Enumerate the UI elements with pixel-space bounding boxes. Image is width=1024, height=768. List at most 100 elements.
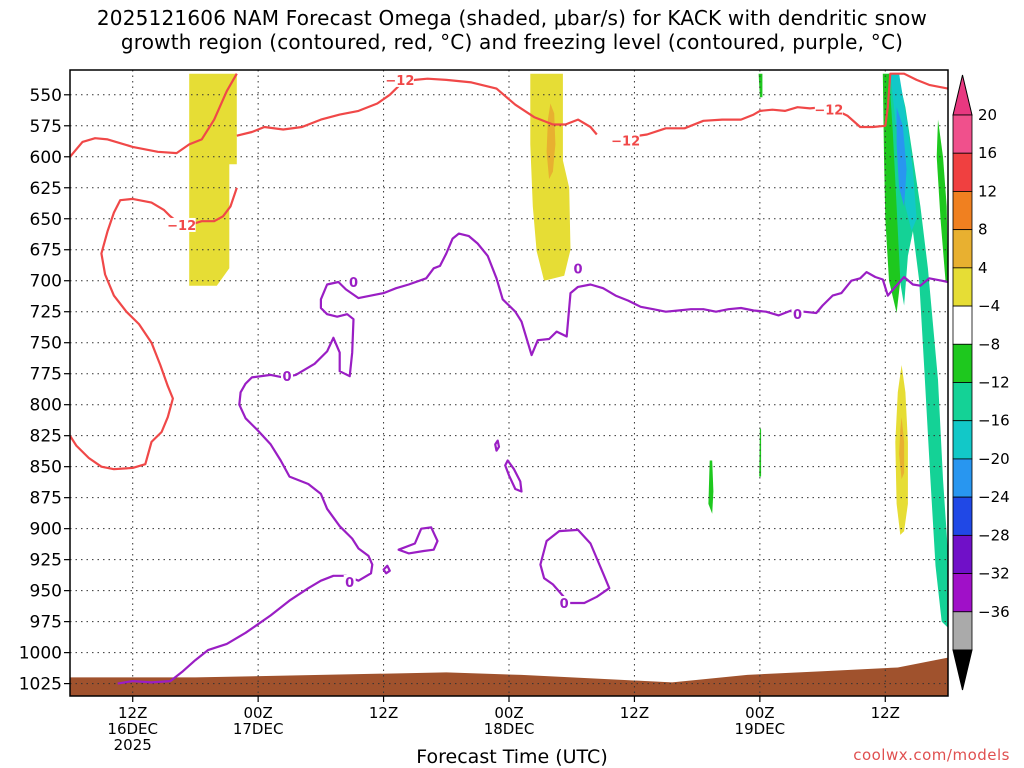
y-tick-label: 750: [30, 334, 62, 354]
y-tick-label: 800: [30, 396, 62, 416]
contour-label: −12: [167, 219, 196, 234]
colorbar-label: −24: [978, 488, 1010, 506]
chart-title-line-1: 2025121606 NAM Forecast Omega (shaded, μ…: [96, 6, 928, 30]
colorbar-swatch: [952, 611, 973, 651]
x-tick-label: 2025: [114, 736, 152, 754]
colorbar-label: −16: [978, 412, 1010, 430]
contour-freezing-level-0C-blob-5: [382, 564, 391, 575]
colorbar-max-cap: [952, 74, 973, 116]
contour-freezing-level-0C-blob-3: [539, 528, 611, 605]
chart-title-line-2: growth region (contoured, red, °C) and f…: [120, 30, 904, 54]
shade-surface-ground: [70, 657, 948, 696]
contour-dendritic-minus12-upper-3: [621, 72, 948, 140]
x-tick-label: 19DEC: [735, 720, 786, 738]
colorbar-swatch: [952, 267, 973, 307]
colorbar-swatch: [952, 229, 973, 269]
y-tick-label: 825: [30, 427, 62, 447]
shade-omega-green-speck-1: [758, 73, 763, 98]
colorbar-swatch: [952, 534, 973, 574]
contour-label-bg: [571, 261, 584, 276]
contour-label: −12: [385, 74, 414, 89]
colorbar-swatch: [952, 305, 973, 345]
colorbar-label: −8: [978, 335, 1000, 353]
contour-label: −12: [611, 135, 640, 150]
shade-omega-green-outline-east: [882, 73, 901, 313]
contour-label: 0: [560, 597, 569, 612]
colorbar-label: 4: [978, 259, 988, 277]
contour-freezing-level-0C-blob-2: [397, 526, 439, 555]
colorbar-label: 20: [978, 106, 997, 124]
y-tick-label: 950: [30, 582, 62, 602]
contour-label-bg: [611, 133, 640, 148]
colorbar-label: −4: [978, 297, 1000, 315]
shade-omega-green-east-band: [885, 73, 948, 628]
contour-freezing-level-0C-blob-1: [504, 459, 523, 493]
colorbar-swatch: [952, 420, 973, 460]
colorbar-label: 8: [978, 221, 988, 239]
contour-label-bg: [791, 307, 804, 322]
colorbar-label: 16: [978, 144, 997, 162]
colorbar-label: −12: [978, 374, 1010, 392]
contour-label: 0: [345, 576, 354, 591]
contour-freezing-level-0C-blob-4: [494, 439, 501, 452]
colorbar-swatch: [952, 458, 973, 498]
chart-title: 2025121606 NAM Forecast Omega (shaded, μ…: [0, 6, 1024, 54]
y-tick-label: 850: [30, 458, 62, 478]
x-tick-label: 00Z: [494, 704, 523, 722]
contour-label: 0: [793, 308, 802, 323]
colorbar-swatch: [952, 343, 973, 383]
contour-label-bg: [343, 574, 356, 589]
shade-omega-green-speck-2: [708, 460, 714, 514]
x-tick-label: 16DEC: [107, 720, 158, 738]
contour-label: 0: [282, 370, 291, 385]
y-tick-label: 975: [30, 613, 62, 633]
y-tick-label: 875: [30, 489, 62, 509]
colorbar-label: −36: [978, 603, 1010, 621]
shade-omega-orange-day3: [899, 417, 905, 480]
contour-label-bg: [558, 596, 571, 611]
colorbar-swatch: [952, 191, 973, 231]
y-tick-label: 700: [30, 272, 62, 292]
x-tick-label: 00Z: [745, 704, 774, 722]
shade-omega-green-thin-east: [936, 119, 948, 281]
y-tick-label: 625: [30, 179, 62, 199]
contour-label: 0: [349, 276, 358, 291]
contour-dendritic-minus12-upper-2: [236, 77, 598, 137]
shade-omega-green-speck-3: [759, 427, 762, 477]
x-tick-label: 17DEC: [233, 720, 284, 738]
contour-dendritic-minus12-upper: [70, 73, 238, 158]
y-tick-label: 775: [30, 365, 62, 385]
x-tick-label: 18DEC: [484, 720, 535, 738]
x-tick-label: 00Z: [243, 704, 272, 722]
x-tick-label: 12Z: [118, 704, 147, 722]
x-tick-label: 12Z: [871, 704, 900, 722]
colorbar-swatch: [952, 573, 973, 613]
colorbar-swatch: [952, 496, 973, 536]
y-tick-label: 1025: [19, 675, 62, 695]
colorbar-swatch: [952, 152, 973, 192]
credit-text: coolwx.com/models: [853, 746, 1010, 764]
y-tick-label: 1000: [19, 644, 62, 664]
contour-label-bg: [385, 72, 414, 87]
y-tick-label: 900: [30, 520, 62, 540]
colorbar-swatch: [952, 114, 973, 154]
colorbar-label: −32: [978, 565, 1010, 583]
colorbar-label: 12: [978, 182, 997, 200]
colorbar-swatch: [952, 382, 973, 422]
contour-label-bg: [347, 274, 360, 289]
y-tick-label: 650: [30, 210, 62, 230]
colorbar-label: −28: [978, 526, 1010, 544]
contour-label-bg: [814, 102, 843, 117]
x-axis-title: Forecast Time (UTC): [416, 746, 608, 768]
shade-omega-yellow-day1: [189, 73, 237, 286]
y-tick-label: 575: [30, 117, 62, 137]
contour-label: 0: [573, 262, 582, 277]
contour-label-bg: [167, 217, 196, 232]
y-tick-label: 550: [30, 86, 62, 106]
colorbar-min-cap: [952, 649, 973, 691]
y-tick-label: 675: [30, 241, 62, 261]
contour-label: −12: [814, 104, 843, 119]
y-tick-label: 600: [30, 148, 62, 168]
contour-label-bg: [280, 369, 293, 384]
